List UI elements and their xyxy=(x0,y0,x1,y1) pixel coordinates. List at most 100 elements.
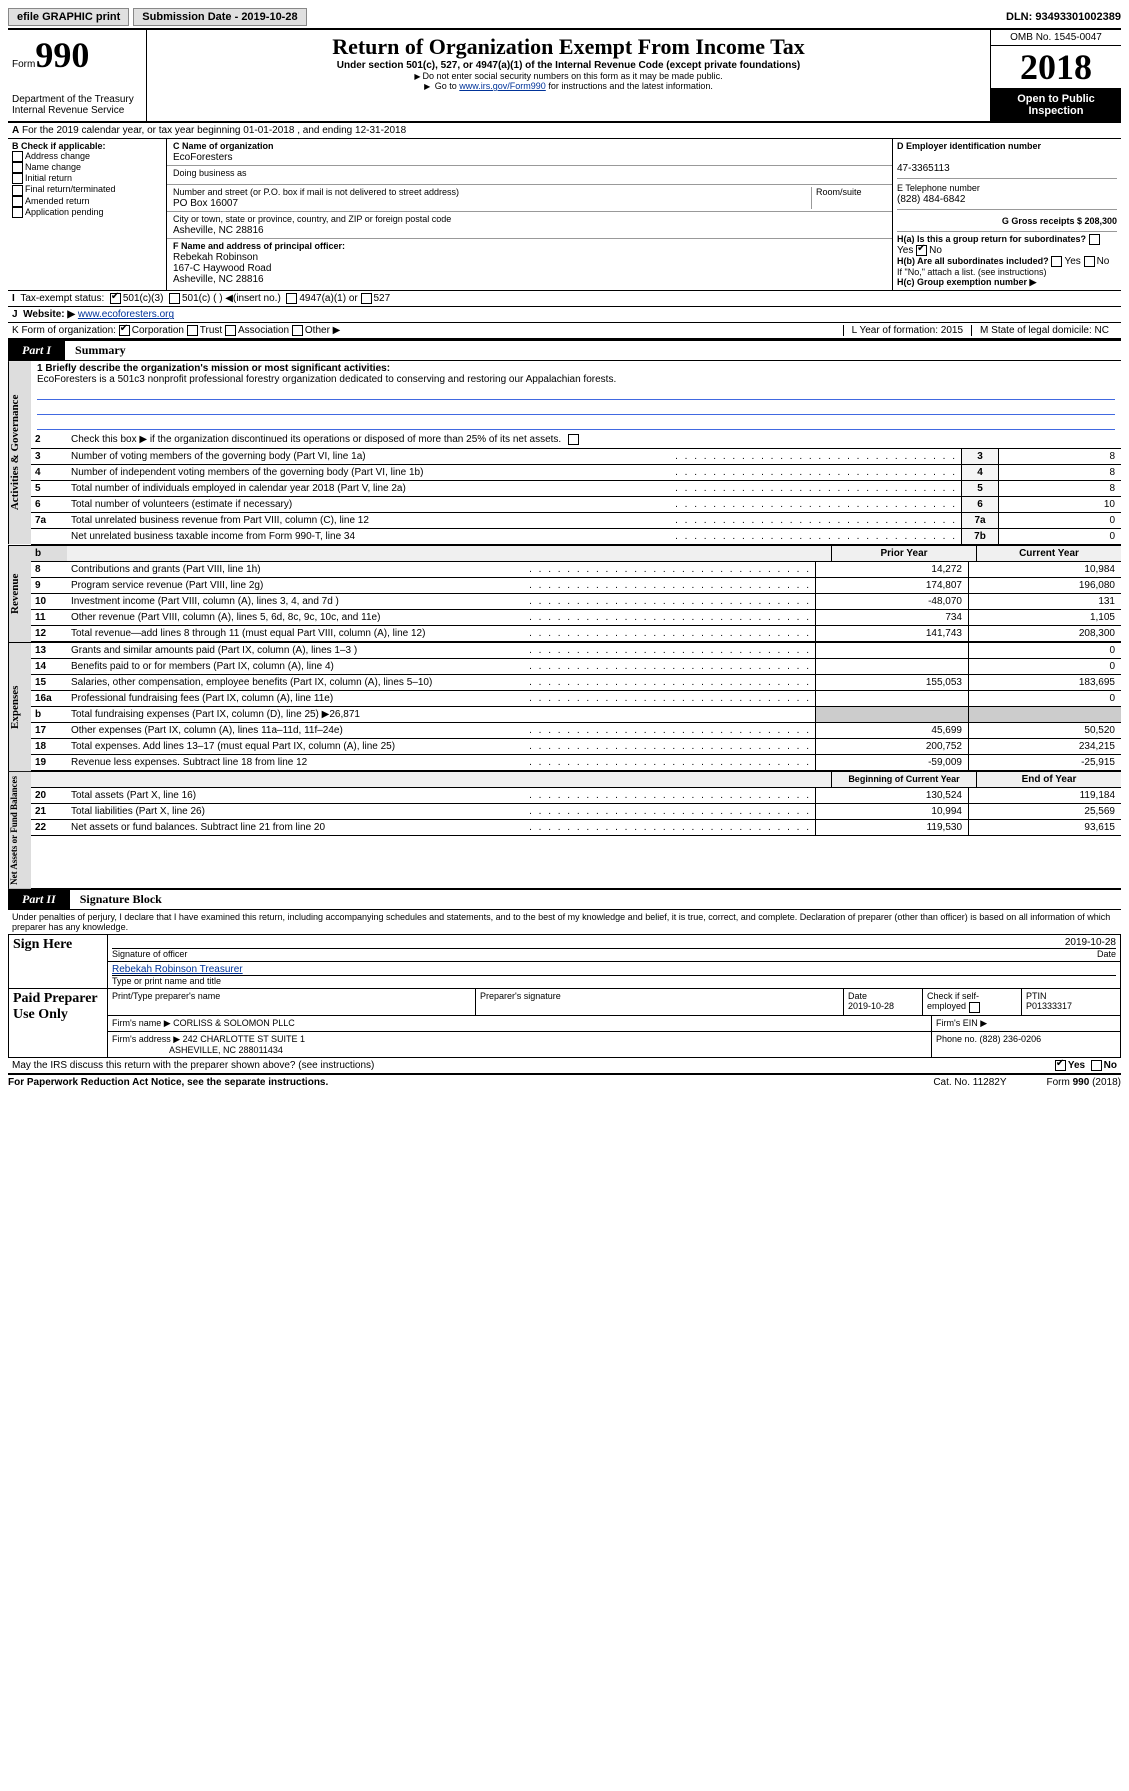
hb-no[interactable] xyxy=(1084,256,1095,267)
form990-link[interactable]: www.irs.gov/Form990 xyxy=(459,81,546,91)
current-val: 119,184 xyxy=(968,788,1121,803)
gov-line: 7a Total unrelated business revenue from… xyxy=(31,513,1121,529)
current-val: 208,300 xyxy=(968,626,1121,641)
discuss-yes[interactable] xyxy=(1055,1060,1066,1071)
q2-num: 2 xyxy=(31,432,67,447)
website-link[interactable]: www.ecoforesters.org xyxy=(78,309,174,320)
chk-self-employed[interactable] xyxy=(969,1002,980,1013)
dept-treasury: Department of the Treasury xyxy=(12,94,142,105)
officer-addr1: 167-C Haywood Road xyxy=(173,263,271,274)
officer-label: F Name and address of principal officer: xyxy=(173,241,345,251)
q2-chk[interactable] xyxy=(568,434,579,445)
lbl-501c3: 501(c)(3) xyxy=(123,293,164,304)
discuss-label: May the IRS discuss this return with the… xyxy=(12,1060,374,1071)
prep-date-label: Date xyxy=(848,991,867,1001)
chk-amended[interactable] xyxy=(12,196,23,207)
line-desc: Net assets or fund balances. Subtract li… xyxy=(67,820,815,835)
chk-trust[interactable] xyxy=(187,325,198,336)
ha-no-lbl: No xyxy=(929,245,942,256)
current-val: 234,215 xyxy=(968,739,1121,754)
chk-name-change[interactable] xyxy=(12,162,23,173)
line-box: 7a xyxy=(961,513,998,528)
line-desc: Total unrelated business revenue from Pa… xyxy=(67,513,961,528)
line-desc: Salaries, other compensation, employee b… xyxy=(67,675,815,690)
chk-final-return[interactable] xyxy=(12,185,23,196)
col-b: B Check if applicable: Address change Na… xyxy=(8,139,167,290)
chk-address-change[interactable] xyxy=(12,151,23,162)
officer-addr2: Asheville, NC 28816 xyxy=(173,274,264,285)
efile-button[interactable]: efile GRAPHIC print xyxy=(8,8,129,26)
ptin-value: P01333317 xyxy=(1026,1001,1072,1011)
col-prior-year: Prior Year xyxy=(831,546,976,561)
perjury-declaration: Under penalties of perjury, I declare th… xyxy=(8,910,1121,934)
data-line: 9 Program service revenue (Part VIII, li… xyxy=(31,578,1121,594)
firm-addr1: 242 CHARLOTTE ST SUITE 1 xyxy=(183,1034,305,1044)
ein-label: D Employer identification number xyxy=(897,141,1041,151)
prior-val: -59,009 xyxy=(815,755,968,770)
gross-receipts: G Gross receipts $ 208,300 xyxy=(1002,216,1117,226)
prior-val: 174,807 xyxy=(815,578,968,593)
line-val: 8 xyxy=(998,465,1121,480)
section-bcd: B Check if applicable: Address change Na… xyxy=(8,139,1121,291)
prior-val: 200,752 xyxy=(815,739,968,754)
tax-exempt-label: Tax-exempt status: xyxy=(20,293,104,304)
year-formation: L Year of formation: 2015 xyxy=(843,325,971,336)
tax-year-range: For the 2019 calendar year, or tax year … xyxy=(22,125,406,136)
data-line: 21 Total liabilities (Part X, line 26) 1… xyxy=(31,804,1121,820)
chk-4947[interactable] xyxy=(286,293,297,304)
hb-yes[interactable] xyxy=(1051,256,1062,267)
current-val: 196,080 xyxy=(968,578,1121,593)
ha-no[interactable] xyxy=(916,245,927,256)
chk-assoc[interactable] xyxy=(225,325,236,336)
ein-value: 47-3365113 xyxy=(897,163,950,174)
col-end-year: End of Year xyxy=(976,772,1121,787)
line-desc: Professional fundraising fees (Part IX, … xyxy=(67,691,815,706)
paid-preparer-label: Paid Preparer Use Only xyxy=(9,989,108,1057)
form-org-label: K Form of organization: xyxy=(12,325,116,336)
line-desc: Total liabilities (Part X, line 26) xyxy=(67,804,815,819)
chk-corp[interactable] xyxy=(119,325,130,336)
city-value: Asheville, NC 28816 xyxy=(173,225,264,236)
data-line: 13 Grants and similar amounts paid (Part… xyxy=(31,643,1121,659)
q1-label: 1 Briefly describe the organization's mi… xyxy=(37,363,1115,374)
gov-line: 5 Total number of individuals employed i… xyxy=(31,481,1121,497)
firm-addr2: ASHEVILLE, NC 288011434 xyxy=(169,1045,283,1055)
data-line: 22 Net assets or fund balances. Subtract… xyxy=(31,820,1121,836)
prior-val: 130,524 xyxy=(815,788,968,803)
submission-date-button[interactable]: Submission Date - 2019-10-28 xyxy=(133,8,306,26)
lbl-name-change: Name change xyxy=(25,162,81,172)
line-num: b xyxy=(31,707,67,722)
chk-527[interactable] xyxy=(361,293,372,304)
line-desc: Net unrelated business taxable income fr… xyxy=(67,529,961,544)
gov-line: 4 Number of independent voting members o… xyxy=(31,465,1121,481)
chk-initial-return[interactable] xyxy=(12,173,23,184)
line-num: 11 xyxy=(31,610,67,625)
chk-501c[interactable] xyxy=(169,293,180,304)
current-val: -25,915 xyxy=(968,755,1121,770)
line-val: 0 xyxy=(998,529,1121,544)
ha-yes[interactable] xyxy=(1089,234,1100,245)
chk-app-pending[interactable] xyxy=(12,207,23,218)
current-val: 50,520 xyxy=(968,723,1121,738)
line-num xyxy=(31,529,67,544)
chk-other[interactable] xyxy=(292,325,303,336)
lbl-initial-return: Initial return xyxy=(25,173,72,183)
firm-phone: Phone no. (828) 236-0206 xyxy=(932,1032,1120,1057)
firm-ein-label: Firm's EIN ▶ xyxy=(932,1016,1120,1031)
goto-pre: Go to xyxy=(435,81,460,91)
data-line: b Total fundraising expenses (Part IX, c… xyxy=(31,707,1121,723)
col-d: D Employer identification number 47-3365… xyxy=(893,139,1121,290)
current-val: 10,984 xyxy=(968,562,1121,577)
blue-line xyxy=(37,385,1115,400)
gov-line: Net unrelated business taxable income fr… xyxy=(31,529,1121,545)
hb-label: H(b) Are all subordinates included? xyxy=(897,256,1049,266)
row-i: I Tax-exempt status: 501(c)(3) 501(c) ( … xyxy=(8,291,1121,307)
line-desc: Contributions and grants (Part VIII, lin… xyxy=(67,562,815,577)
line-num: 5 xyxy=(31,481,67,496)
discuss-no[interactable] xyxy=(1091,1060,1102,1071)
section-governance: Activities & Governance 1 Briefly descri… xyxy=(8,361,1121,544)
line-val: 0 xyxy=(998,513,1121,528)
lbl-527: 527 xyxy=(374,293,391,304)
chk-501c3[interactable] xyxy=(110,293,121,304)
prep-date: 2019-10-28 xyxy=(848,1001,894,1011)
